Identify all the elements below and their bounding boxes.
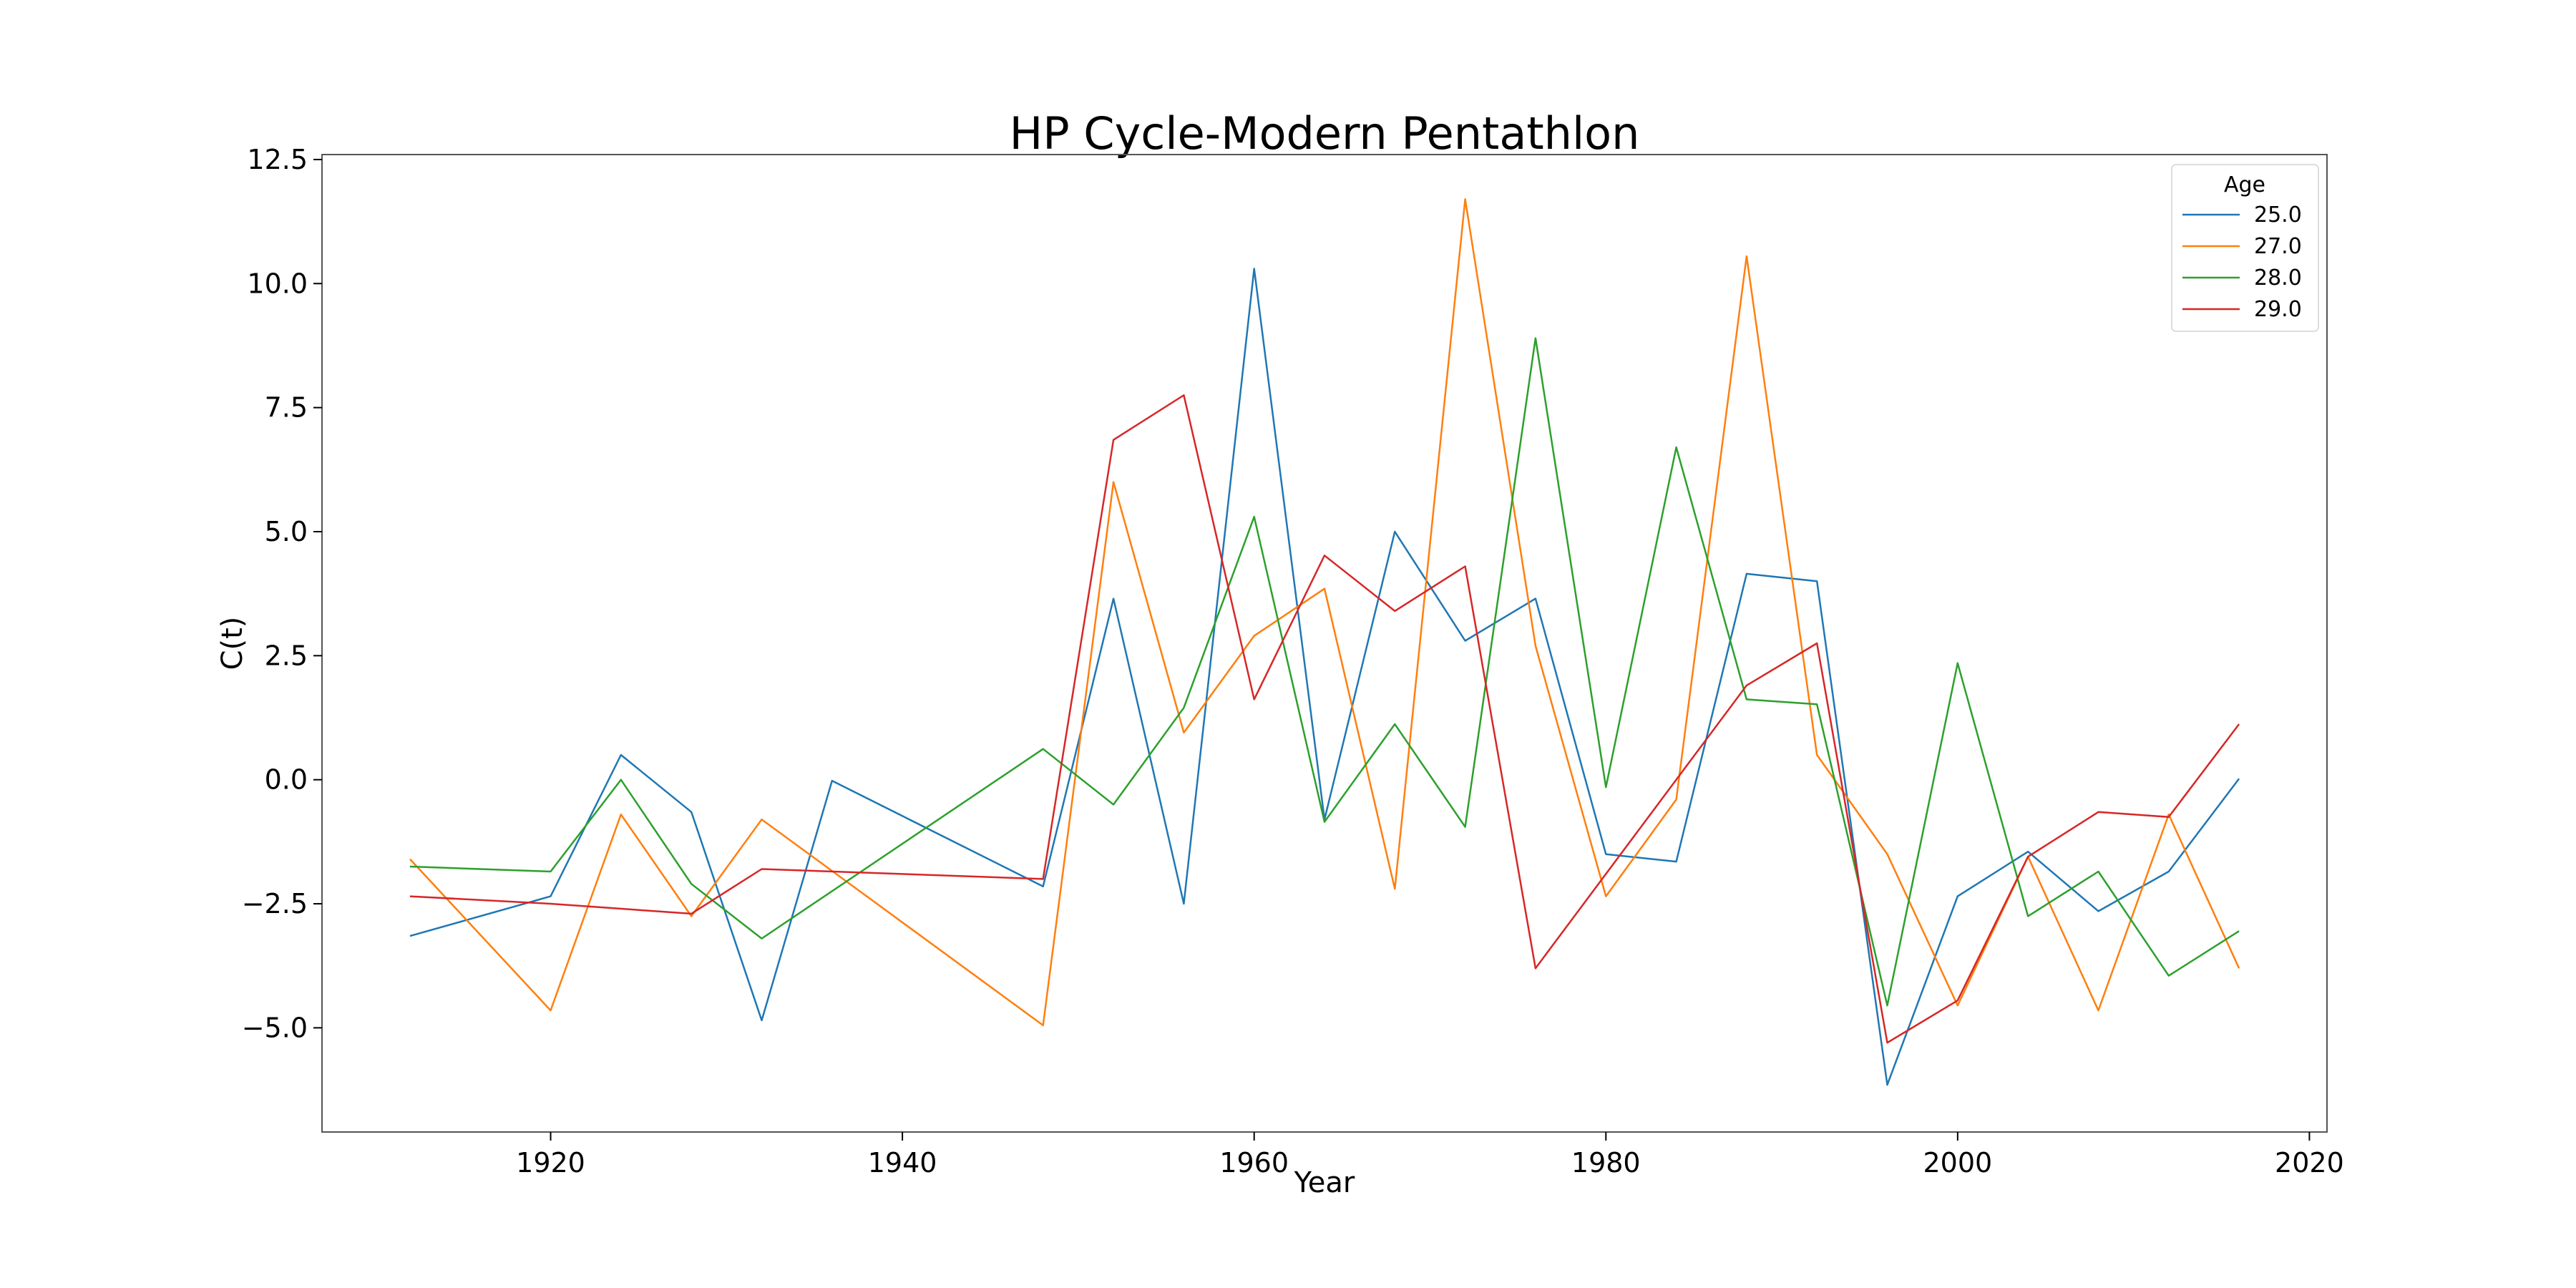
series-line-27-0 (409, 198, 2240, 1027)
y-tick-label: −5.0 (242, 1012, 308, 1043)
y-tick-label: −2.5 (242, 888, 308, 919)
x-tick-label: 2000 (1923, 1147, 1992, 1179)
x-tick-label: 2020 (2275, 1147, 2344, 1179)
series-line-25-0 (409, 268, 2240, 1086)
legend-label: 29.0 (2254, 297, 2302, 322)
plot-frame (321, 154, 2328, 1133)
series-line-29-0 (409, 394, 2240, 1044)
x-axis-label: Year (1294, 1166, 1355, 1199)
series-line-28-0 (409, 337, 2240, 1007)
y-tick-label: 2.5 (265, 640, 308, 671)
legend-label: 27.0 (2254, 234, 2302, 259)
chart-title: HP Cycle-Modern Pentathlon (1010, 107, 1640, 160)
x-tick-label: 1960 (1219, 1147, 1289, 1179)
y-tick-label: 0.0 (265, 764, 308, 796)
legend-title: Age (2224, 172, 2265, 197)
legend-label: 25.0 (2254, 203, 2302, 228)
legend-label: 28.0 (2254, 265, 2302, 291)
y-axis-label: C(t) (216, 617, 249, 670)
x-tick-label: 1940 (868, 1147, 937, 1179)
x-axis: 1920 1940 1960 1980 2000 2020 (516, 1132, 2344, 1179)
y-tick-label: 10.0 (247, 268, 308, 299)
y-axis: −5.0 −2.5 0.0 2.5 5.0 7.5 10.0 12.5 (242, 144, 322, 1043)
y-tick-label: 5.0 (265, 516, 308, 547)
y-tick-label: 12.5 (247, 144, 308, 175)
series-lines (409, 198, 2240, 1086)
legend-box (2171, 164, 2319, 332)
x-tick-label: 1920 (516, 1147, 585, 1179)
legend: Age 25.0 27.0 28.0 29.0 (2171, 164, 2319, 332)
x-tick-label: 1980 (1571, 1147, 1641, 1179)
y-tick-label: 7.5 (265, 392, 308, 424)
